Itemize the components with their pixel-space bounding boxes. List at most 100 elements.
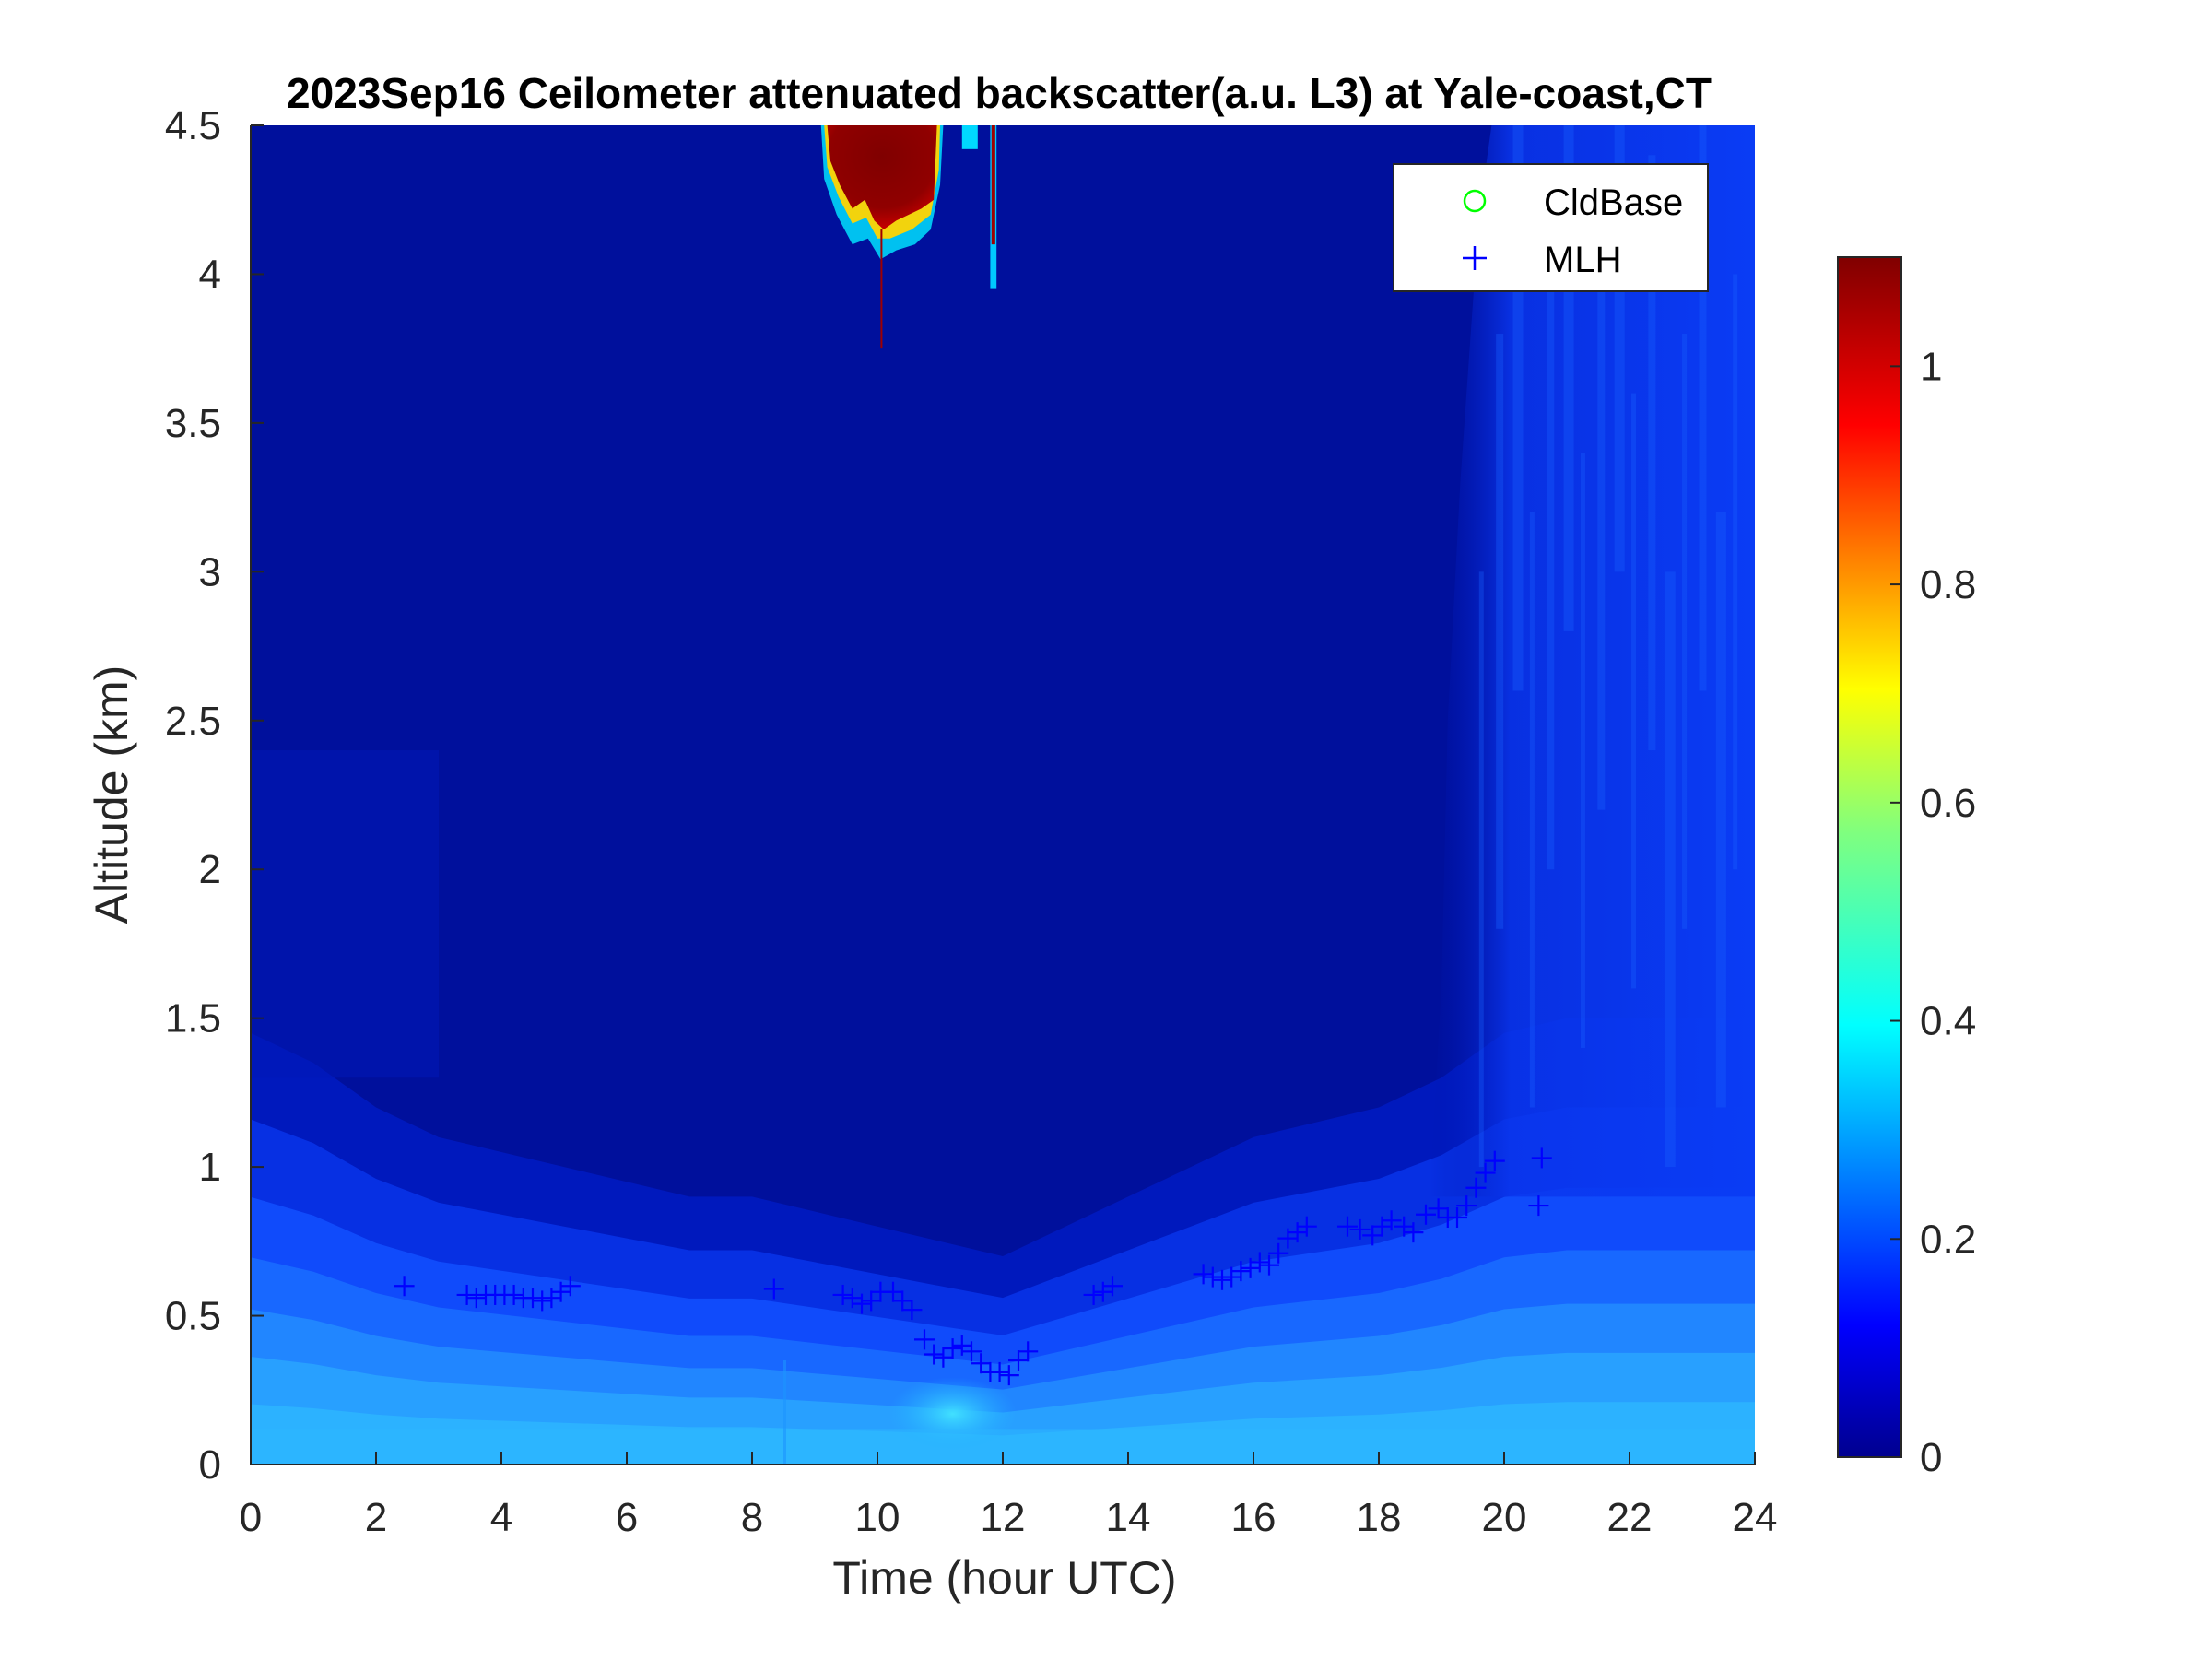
x-tick-label: 16: [1231, 1495, 1277, 1540]
mlh-point: [1008, 1349, 1029, 1371]
aerosol-streak: [1699, 125, 1707, 691]
mlh-point: [1230, 1261, 1252, 1282]
x-tick-label: 12: [981, 1495, 1026, 1540]
mlh-point: [883, 1281, 903, 1302]
aerosol-streak: [1547, 274, 1555, 870]
x-tick-label: 14: [1106, 1495, 1151, 1540]
x-tick-label: 24: [1733, 1495, 1778, 1540]
mlh-point: [1337, 1216, 1358, 1237]
aerosol-streak: [1512, 125, 1524, 691]
x-tick-label: 22: [1607, 1495, 1653, 1540]
y-tick-label: 3.5: [165, 401, 221, 446]
mlh-point: [559, 1276, 581, 1297]
aerosol-streak: [1478, 571, 1484, 1168]
aerosol-streak: [1496, 334, 1504, 929]
aerosol-streak: [1665, 571, 1676, 1168]
x-axis-label: Time (hour UTC): [832, 1552, 1176, 1604]
colorbar-gradient: [1837, 256, 1902, 1458]
legend: CldBase MLH: [1393, 163, 1709, 292]
x-tick-label: 4: [490, 1495, 512, 1540]
y-tick-label: 0.5: [165, 1294, 221, 1339]
mlh-point: [933, 1347, 954, 1368]
mlh-point: [763, 1278, 784, 1300]
colorbar: 0 0.2 0.4 0.6 0.8 1: [1837, 256, 1976, 1480]
aerosol-streak: [1733, 274, 1738, 870]
mlh-point: [989, 1361, 1010, 1382]
aerosol-streak: [1597, 214, 1606, 810]
mlh-point: [892, 1290, 913, 1312]
mlh-point: [1447, 1207, 1467, 1229]
mlh-point: [532, 1290, 553, 1312]
mlh-point: [1416, 1204, 1436, 1225]
mlh-point: [1428, 1198, 1449, 1219]
mlh-point: [901, 1300, 923, 1321]
aerosol-streak: [1563, 125, 1574, 631]
mlh-point: [1381, 1210, 1402, 1231]
mlh-point: [1465, 1177, 1487, 1198]
x-tick-label: 0: [240, 1495, 262, 1540]
mlh-point: [523, 1288, 543, 1309]
x-tick-label: 6: [616, 1495, 638, 1540]
mlh-point: [1102, 1276, 1123, 1297]
axes: 0 2 4 6 8 10 12 14 16 18 20 22 2400.511.522.533.544.…: [165, 103, 1778, 1540]
y-tick-label: 2: [199, 847, 221, 892]
y-tick-label: 1.5: [165, 996, 221, 1041]
x-tick-label: 8: [741, 1495, 763, 1540]
mlh-point: [1018, 1341, 1039, 1362]
mlh-point: [1202, 1266, 1223, 1288]
colorbar-tick-label: 0.2: [1920, 1217, 1976, 1262]
mlh-point: [503, 1284, 524, 1305]
y-tick-label: 4.5: [165, 103, 221, 148]
colorbar-tick-label: 0.4: [1920, 999, 1976, 1044]
mlh-point: [961, 1341, 982, 1362]
mlh-point: [1212, 1269, 1232, 1290]
mlh-point: [832, 1284, 853, 1305]
mlh-point: [924, 1344, 945, 1365]
mlh-point: [1193, 1264, 1214, 1285]
aerosol-streak: [1648, 155, 1656, 751]
chart-title: 2023Sep16 Ceilometer attenuated backscat…: [287, 69, 1712, 117]
mlh-point: [1259, 1254, 1279, 1276]
mlh-point: [861, 1290, 882, 1312]
upper-aerosol-region: [1429, 125, 1755, 1197]
mlh-point: [456, 1284, 477, 1305]
mlh-point: [1349, 1218, 1371, 1240]
mlh-point: [971, 1353, 992, 1374]
colorbar-tick-label: 0.8: [1920, 562, 1976, 607]
legend-mlh-label: MLH: [1544, 240, 1621, 280]
y-tick-label: 1: [199, 1145, 221, 1190]
aerosol-streak: [1529, 512, 1535, 1108]
mlh-point: [852, 1293, 872, 1314]
cloud-column: [991, 125, 995, 245]
y-tick-label: 2.5: [165, 699, 221, 744]
mlh-point: [1475, 1162, 1496, 1183]
aerosol-streak: [1715, 512, 1726, 1108]
mlh-point: [1268, 1242, 1289, 1264]
legend-cldbase-label: CldBase: [1544, 182, 1683, 223]
legend-mlh-marker: [1463, 246, 1487, 270]
cloud-small: [961, 125, 978, 149]
x-tick-label: 10: [855, 1495, 900, 1540]
mlh-point: [1528, 1195, 1549, 1217]
x-tick-label: 20: [1482, 1495, 1527, 1540]
y-tick-label: 3: [199, 549, 221, 594]
mlh-point: [1484, 1150, 1505, 1171]
mlh-point: [942, 1338, 963, 1359]
mlh-point: [1362, 1225, 1383, 1246]
mlh-point: [465, 1288, 487, 1309]
legend-box: [1393, 163, 1709, 292]
mlh-series: [394, 1147, 1552, 1386]
residual-layer: [251, 750, 439, 1078]
mlh-point: [998, 1365, 1019, 1386]
virga-streak: [880, 229, 883, 349]
colorbar-tick-label: 0: [1920, 1435, 1942, 1480]
mlh-point: [1249, 1252, 1270, 1273]
y-tick-label: 0: [199, 1442, 221, 1488]
y-tick-label: 4: [199, 252, 221, 297]
colorbar-tick-label: 1: [1920, 344, 1942, 389]
mlh-point: [1296, 1216, 1317, 1237]
aerosol-streak: [1580, 453, 1585, 1048]
mlh-point: [914, 1329, 935, 1350]
data-discontinuity: [783, 1359, 786, 1465]
